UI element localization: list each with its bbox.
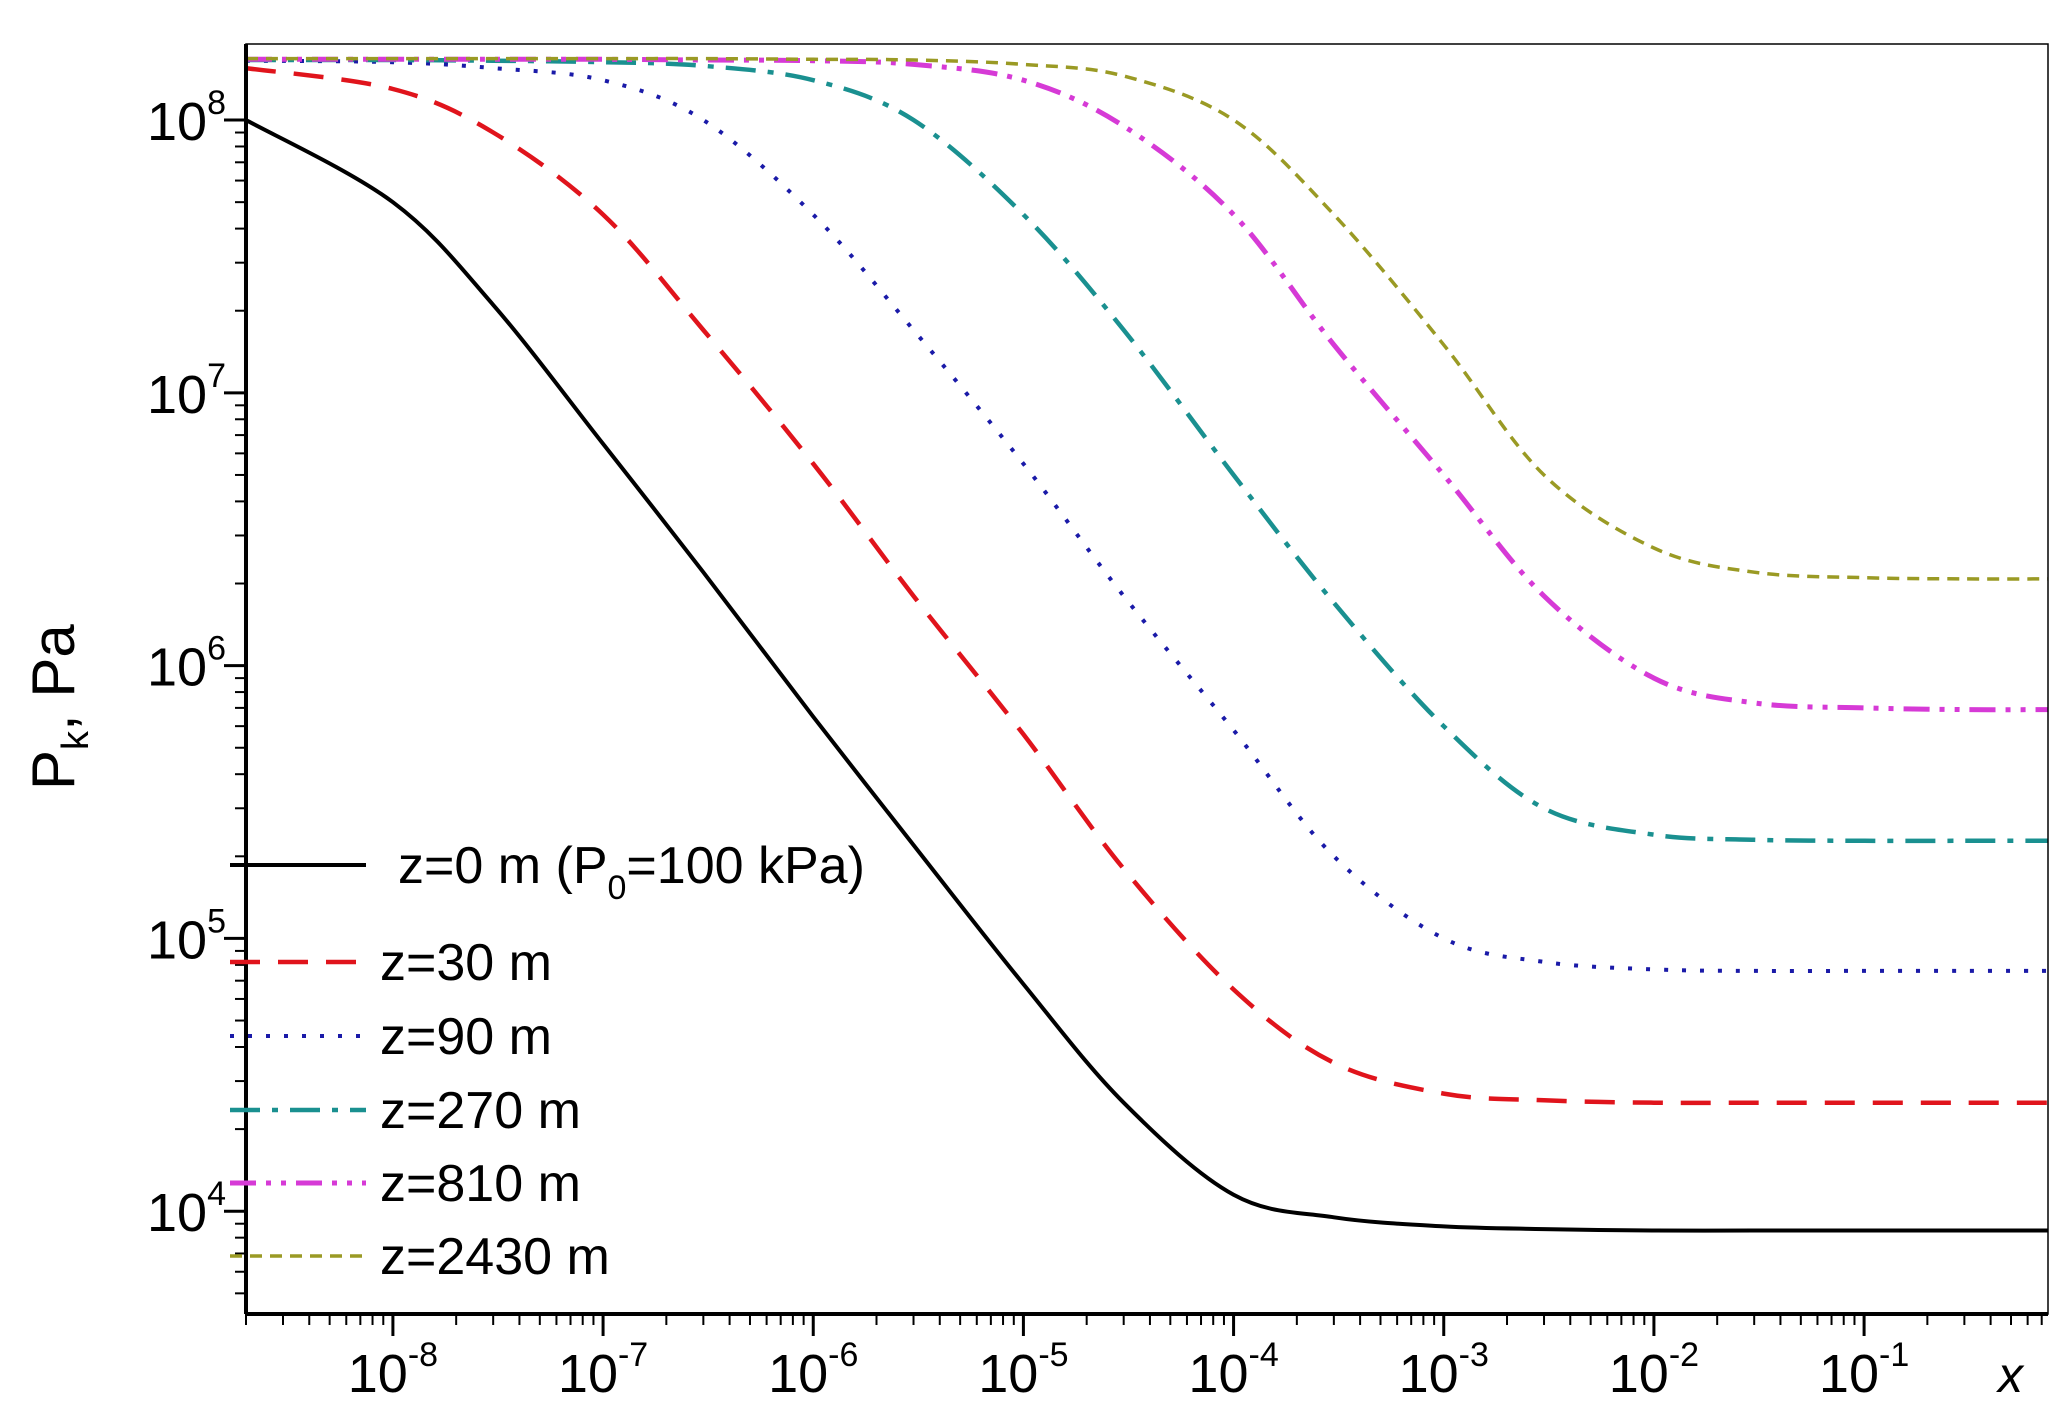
series-line-0 [245, 118, 2048, 1233]
y-axis-label-rest: , Pa [20, 624, 87, 731]
x-axis-label: x [1996, 1347, 2025, 1403]
legend-label-2: z=90 m [380, 1008, 552, 1066]
x-ticks [245, 1314, 2043, 1336]
y-axis-label: Pk, Pa [20, 624, 97, 790]
x-tick-label: 10-5 [978, 1336, 1068, 1404]
legend-label-3: z=270 m [380, 1082, 581, 1140]
x-tick-label: 10-7 [558, 1336, 648, 1404]
series-line-1 [245, 65, 2048, 1106]
x-tick-label: 10-1 [1819, 1336, 1909, 1404]
y-tick-label: 107 [147, 357, 226, 425]
x-tick-labels: 10-8 10-7 10-6 10-5 10-4 10-3 10-2 10-1 [348, 1336, 1909, 1404]
y-tick-label: 106 [147, 630, 226, 698]
x-tick-label: 10-3 [1399, 1336, 1489, 1404]
legend-label-5: z=2430 m [380, 1228, 610, 1286]
x-tick-label: 10-4 [1188, 1336, 1278, 1404]
legend: z=0 m (P0=100 kPa) z=30 m z=90 m z=270 m z=8… [230, 837, 865, 1286]
legend-label-1: z=30 m [380, 934, 552, 992]
legend-label-0: z=0 m (P0=100 kPa) [398, 837, 865, 907]
y-tick-label: 104 [147, 1175, 226, 1243]
y-ticks [224, 118, 246, 1295]
y-tick-label: 105 [147, 902, 226, 970]
y-tick-label: 108 [147, 84, 226, 152]
y-tick-labels: 104 105 106 107 108 [147, 84, 226, 1243]
series-line-5 [245, 56, 2049, 581]
series-line-2 [245, 58, 2048, 974]
x-tick-label: 10-2 [1609, 1336, 1699, 1404]
y-axis-label-sub: k [55, 730, 97, 750]
series-layer [245, 56, 2049, 1233]
series-line-3 [245, 57, 2048, 844]
x-tick-label: 10-6 [768, 1336, 858, 1404]
legend-label-4: z=810 m [380, 1155, 581, 1213]
x-tick-label: 10-8 [348, 1336, 438, 1404]
y-axis-label-main: P [20, 750, 87, 790]
